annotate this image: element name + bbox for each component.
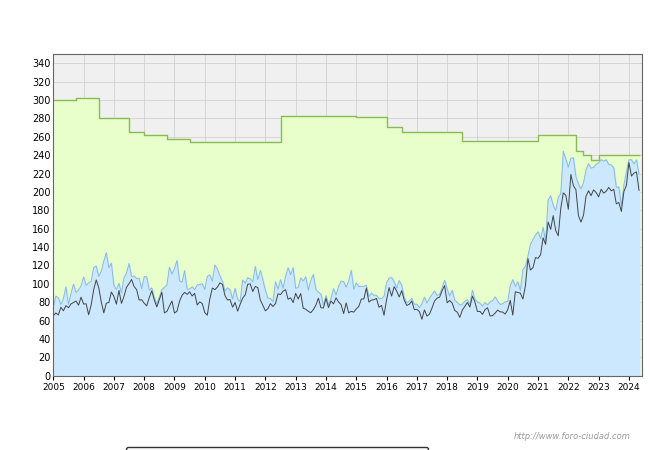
Text: Barruecopardo - Evolucion de la poblacion en edad de Trabajar Mayo de 2024: Barruecopardo - Evolucion de la poblacio… [81,19,569,32]
Text: http://www.foro-ciudad.com: http://www.foro-ciudad.com [514,432,630,441]
Legend: Ocupados, Parados, Hab. entre 16-64: Ocupados, Parados, Hab. entre 16-64 [125,447,428,450]
